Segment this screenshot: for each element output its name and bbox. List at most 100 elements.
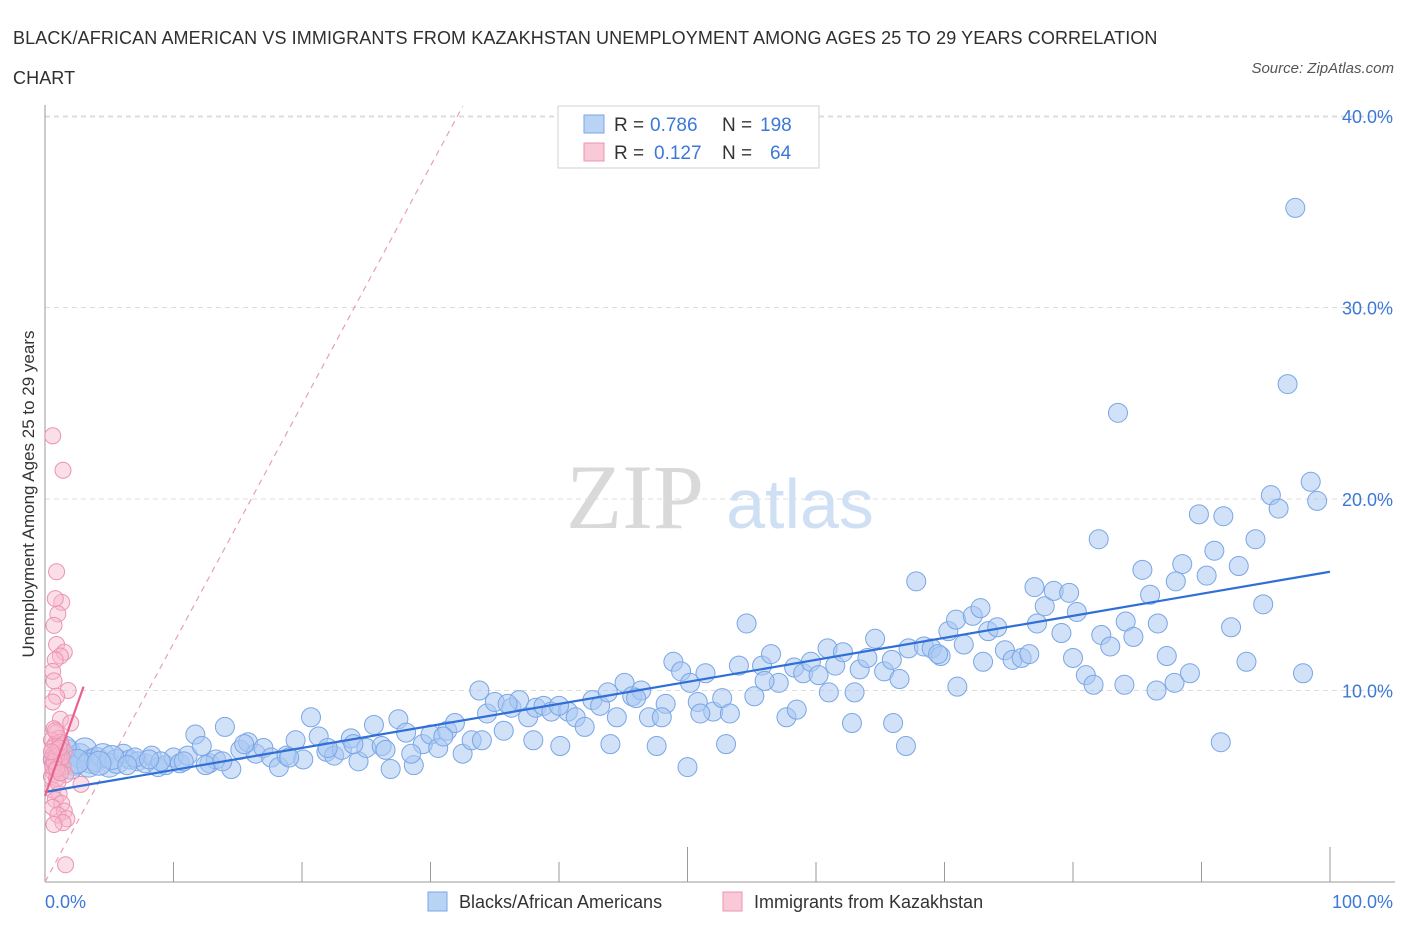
point-blacks — [754, 670, 775, 691]
point-blacks — [1146, 680, 1167, 701]
point-blacks — [651, 707, 672, 728]
point-blacks — [214, 716, 235, 737]
point-kazakhstan — [46, 722, 64, 740]
y-tick-label: 30.0% — [1342, 299, 1393, 319]
point-blacks — [433, 726, 454, 747]
point-blacks — [883, 713, 904, 734]
tick-labels: 10.0% 20.0% 30.0% 40.0% 0.0% 100.0% — [45, 107, 1393, 912]
axes — [44, 105, 1395, 883]
legend-r-label: R = — [614, 115, 644, 136]
point-kazakhstan — [46, 590, 64, 608]
legend-swatch-pink — [583, 142, 605, 162]
y-tick-label: 20.0% — [1342, 490, 1393, 510]
point-blacks — [380, 759, 401, 780]
point-blacks — [973, 651, 994, 672]
point-blacks — [761, 644, 782, 665]
gridlines — [45, 115, 1395, 691]
point-blacks — [1253, 594, 1274, 615]
point-blacks — [1204, 540, 1225, 561]
point-blacks — [1268, 498, 1289, 519]
point-kazakhstan — [49, 605, 67, 623]
point-blacks — [86, 750, 112, 776]
point-blacks — [493, 720, 514, 741]
data-points — [42, 197, 1328, 874]
point-blacks — [1156, 646, 1177, 667]
point-blacks — [606, 707, 627, 728]
point-kazakhstan — [44, 427, 62, 445]
point-blacks — [947, 676, 968, 697]
point-kazakhstan — [54, 461, 72, 479]
point-blacks — [970, 598, 991, 619]
x-tick-label: 0.0% — [45, 892, 86, 912]
point-blacks — [1221, 617, 1242, 638]
point-kazakhstan — [45, 672, 63, 690]
point-blacks — [928, 644, 949, 665]
point-blacks — [550, 736, 571, 757]
series-legend: Blacks/African Americans Immigrants from… — [427, 891, 983, 912]
point-blacks — [832, 642, 853, 663]
trendline-kazakhstan — [43, 686, 85, 797]
point-blacks — [1213, 506, 1234, 527]
point-blacks — [1059, 582, 1080, 603]
point-blacks — [857, 647, 878, 668]
point-blacks — [1140, 584, 1161, 605]
point-blacks — [1066, 601, 1087, 622]
point-blacks — [139, 749, 160, 770]
point-blacks — [646, 736, 667, 757]
point-blacks — [1236, 651, 1257, 672]
point-kazakhstan — [48, 563, 66, 581]
legend-r-value: 0.127 — [654, 143, 702, 164]
point-blacks — [953, 634, 974, 655]
point-blacks — [786, 699, 807, 720]
trendlines — [43, 570, 1331, 797]
point-blacks — [173, 751, 194, 772]
point-blacks — [1100, 636, 1121, 657]
point-kazakhstan — [45, 616, 63, 634]
point-blacks — [523, 730, 544, 751]
watermark-atlas: atlas — [726, 465, 874, 543]
point-blacks — [895, 736, 916, 757]
legend-series-kazakhstan: Immigrants from Kazakhstan — [754, 892, 983, 912]
point-blacks — [396, 722, 417, 743]
point-blacks — [1107, 402, 1128, 423]
point-blacks — [1024, 577, 1045, 598]
point-kazakhstan — [57, 856, 75, 874]
point-blacks — [401, 743, 422, 764]
chart-title: BLACK/AFRICAN AMERICAN VS IMMIGRANTS FRO… — [13, 28, 1158, 88]
point-blacks — [626, 688, 647, 709]
legend-n-value: 64 — [770, 143, 792, 164]
trendline-blacks — [44, 570, 1331, 794]
point-blacks — [574, 716, 595, 737]
point-blacks — [841, 713, 862, 734]
point-blacks — [719, 703, 740, 724]
point-kazakhstan — [45, 816, 63, 834]
point-blacks — [1147, 613, 1168, 634]
legend-swatch-blacks — [427, 891, 448, 912]
point-blacks — [1196, 565, 1217, 586]
legend-n-label: N = — [722, 115, 752, 136]
point-blacks — [1245, 529, 1266, 550]
point-blacks — [1210, 732, 1231, 753]
point-blacks — [1051, 623, 1072, 644]
point-blacks — [597, 682, 618, 703]
point-blacks — [375, 739, 396, 760]
point-blacks — [1172, 554, 1193, 575]
point-blacks — [600, 734, 621, 755]
point-blacks — [906, 571, 927, 592]
point-blacks — [844, 682, 865, 703]
x-tick-label: 100.0% — [1332, 892, 1393, 912]
point-blacks — [1132, 559, 1153, 580]
legend-n-value: 198 — [760, 115, 792, 136]
point-blacks — [1293, 663, 1314, 684]
legend-swatch-kazakhstan — [722, 891, 743, 912]
point-blacks — [1277, 374, 1298, 395]
point-blacks — [363, 714, 384, 735]
point-blacks — [279, 747, 300, 768]
point-blacks — [234, 734, 255, 755]
point-blacks — [1300, 471, 1321, 492]
point-blacks — [818, 682, 839, 703]
point-blacks — [1083, 674, 1104, 695]
point-kazakhstan — [42, 743, 60, 761]
point-blacks — [690, 703, 711, 724]
